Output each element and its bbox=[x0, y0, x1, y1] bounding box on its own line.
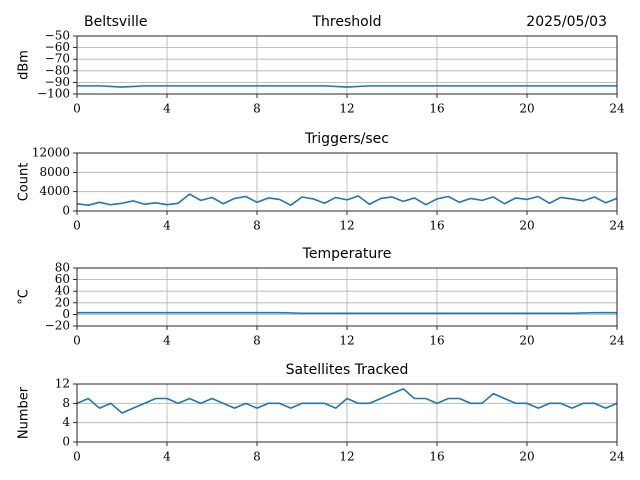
y-tick-label: 12000 bbox=[32, 146, 70, 160]
x-tick-label: 20 bbox=[519, 334, 534, 348]
x-tick-label: 4 bbox=[163, 102, 171, 116]
y-tick-label: 0 bbox=[62, 435, 70, 449]
y-tick-label: 12 bbox=[55, 377, 70, 391]
y-tick-label: 4000 bbox=[39, 184, 70, 198]
x-tick-label: 12 bbox=[339, 450, 354, 464]
x-tick-label: 16 bbox=[429, 219, 444, 233]
data-line bbox=[76, 193, 618, 206]
y-tick-label: 8 bbox=[62, 396, 70, 410]
y-tick-label: 0 bbox=[62, 307, 70, 321]
x-tick-label: 0 bbox=[73, 334, 81, 348]
y-tick-label: −90 bbox=[45, 75, 70, 89]
axes-frame bbox=[76, 383, 618, 443]
y-tick-label: −70 bbox=[45, 52, 70, 66]
x-tick-label: 12 bbox=[339, 334, 354, 348]
x-tick-label: 16 bbox=[429, 450, 444, 464]
axes-frame bbox=[76, 152, 618, 212]
axes-frame bbox=[76, 35, 618, 95]
y-tick-label: 0 bbox=[62, 204, 70, 218]
x-tick-label: 16 bbox=[429, 102, 444, 116]
y-tick-label: −50 bbox=[45, 29, 70, 43]
x-tick-label: 20 bbox=[519, 102, 534, 116]
x-tick-label: 20 bbox=[519, 219, 534, 233]
y-tick-label: −80 bbox=[45, 63, 70, 77]
x-tick-label: 24 bbox=[609, 334, 625, 348]
x-tick-label: 16 bbox=[429, 334, 444, 348]
x-tick-label: 0 bbox=[73, 102, 81, 116]
y-axis-label: °C bbox=[17, 289, 32, 305]
location-label: Beltsville bbox=[84, 14, 147, 30]
chart-title: Triggers/sec bbox=[304, 131, 389, 147]
x-tick-label: 4 bbox=[163, 334, 171, 348]
y-tick-label: 60 bbox=[55, 272, 70, 286]
y-axis-label: dBm bbox=[17, 50, 32, 80]
x-tick-label: 12 bbox=[339, 102, 354, 116]
date-label: 2025/05/03 bbox=[526, 14, 607, 30]
y-tick-label: 20 bbox=[55, 295, 70, 309]
x-tick-label: 0 bbox=[73, 450, 81, 464]
x-tick-label: 8 bbox=[253, 450, 261, 464]
x-tick-label: 4 bbox=[163, 219, 171, 233]
y-tick-label: 4 bbox=[62, 415, 70, 429]
data-line bbox=[77, 85, 617, 88]
x-tick-label: 24 bbox=[609, 450, 625, 464]
x-tick-label: 12 bbox=[339, 219, 354, 233]
y-tick-label: 8000 bbox=[39, 165, 70, 179]
chart-title: Temperature bbox=[302, 246, 392, 262]
x-tick-label: 0 bbox=[73, 219, 81, 233]
x-tick-label: 8 bbox=[253, 334, 261, 348]
x-tick-label: 4 bbox=[163, 450, 171, 464]
chart-title: Satellites Tracked bbox=[286, 362, 409, 378]
x-tick-label: 8 bbox=[253, 219, 261, 233]
y-tick-label: −100 bbox=[37, 87, 70, 101]
x-tick-label: 24 bbox=[609, 102, 625, 116]
y-tick-label: −20 bbox=[45, 319, 70, 333]
y-tick-label: 80 bbox=[55, 261, 70, 275]
axes-frame bbox=[76, 267, 618, 327]
y-axis-label: Number bbox=[17, 386, 32, 439]
chart-title: Threshold bbox=[312, 14, 382, 30]
data-line bbox=[76, 388, 618, 414]
x-tick-label: 8 bbox=[253, 102, 261, 116]
data-line bbox=[77, 311, 617, 315]
x-tick-label: 24 bbox=[609, 219, 625, 233]
x-tick-label: 20 bbox=[519, 450, 534, 464]
y-tick-label: −60 bbox=[45, 40, 70, 54]
y-axis-label: Count bbox=[17, 163, 32, 202]
y-tick-label: 40 bbox=[55, 284, 70, 298]
